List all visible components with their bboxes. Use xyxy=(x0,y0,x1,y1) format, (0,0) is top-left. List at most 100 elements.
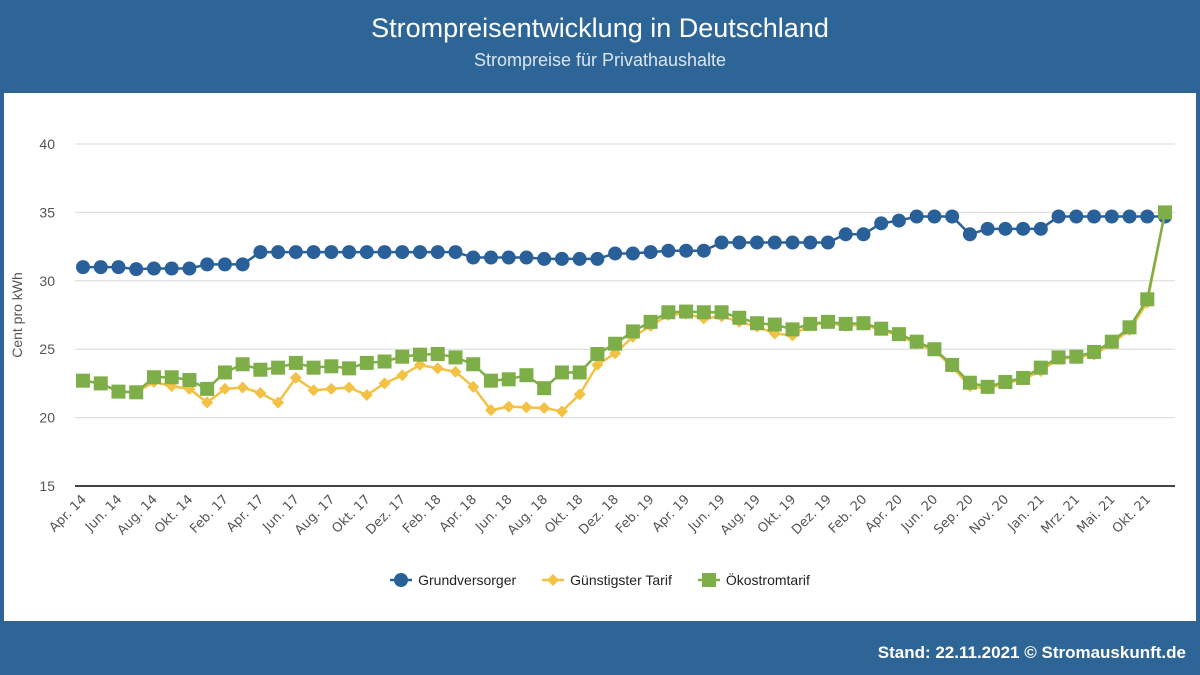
data-point xyxy=(395,349,410,364)
data-point xyxy=(467,380,480,393)
legend-marker xyxy=(394,573,409,587)
data-point xyxy=(129,385,144,400)
data-point xyxy=(750,235,765,250)
data-point xyxy=(1033,360,1048,375)
data-point xyxy=(253,245,268,260)
data-point xyxy=(608,246,623,261)
data-point xyxy=(359,245,374,260)
x-tick-label: Okt. 14 xyxy=(152,492,196,536)
data-point xyxy=(1016,370,1031,385)
data-point xyxy=(466,357,481,372)
data-point xyxy=(288,355,303,370)
data-point xyxy=(164,370,179,385)
data-point xyxy=(325,382,338,395)
data-point xyxy=(838,227,853,242)
x-tick-label: Feb. 20 xyxy=(826,492,870,536)
data-point xyxy=(146,370,161,385)
data-point xyxy=(696,305,711,320)
legend-marker xyxy=(547,574,560,586)
data-point xyxy=(714,305,729,320)
data-point xyxy=(200,257,215,272)
data-point xyxy=(484,404,497,417)
data-point xyxy=(1033,221,1048,236)
x-tick-label: Feb. 19 xyxy=(613,492,657,536)
data-point xyxy=(235,357,250,372)
data-point xyxy=(217,257,232,272)
legend-item[interactable]: Ökostromtarif xyxy=(697,572,810,588)
data-point xyxy=(785,322,800,337)
legend-marker xyxy=(701,573,716,587)
x-tick-label: Feb. 17 xyxy=(187,492,231,536)
legend-item[interactable]: Günstigster Tarif xyxy=(542,572,672,588)
legend-item[interactable]: Grundversorger xyxy=(390,572,516,588)
legend-label: Grundversorger xyxy=(418,572,517,588)
data-point xyxy=(146,261,161,276)
data-point xyxy=(1104,209,1119,224)
data-point xyxy=(306,245,321,260)
data-point xyxy=(235,257,250,272)
data-point xyxy=(537,251,552,266)
data-point xyxy=(573,388,586,401)
data-point xyxy=(288,245,303,260)
data-point xyxy=(572,251,587,266)
data-point xyxy=(307,384,320,397)
data-point xyxy=(1069,349,1084,364)
data-point xyxy=(1140,209,1155,224)
data-point xyxy=(803,235,818,250)
data-point xyxy=(537,381,552,396)
data-point xyxy=(945,357,960,372)
data-point xyxy=(891,213,906,228)
x-tick-label: Mai. 21 xyxy=(1074,492,1118,536)
data-point xyxy=(271,245,286,260)
data-point xyxy=(927,342,942,357)
data-point xyxy=(909,334,924,349)
data-point xyxy=(696,243,711,258)
data-point xyxy=(1087,344,1102,359)
y-axis-ticks: 15 20 25 30 35 40 xyxy=(39,136,55,494)
data-point xyxy=(572,365,587,380)
data-point xyxy=(201,396,214,409)
x-tick-label: Dez. 18 xyxy=(576,492,622,538)
data-point xyxy=(342,245,357,260)
data-point xyxy=(431,362,444,375)
data-point xyxy=(200,381,215,396)
data-point xyxy=(396,369,409,382)
data-point xyxy=(76,260,90,275)
x-tick-label: Dez. 17 xyxy=(363,492,409,538)
data-point xyxy=(449,365,462,378)
data-point xyxy=(359,355,374,370)
data-point xyxy=(803,316,818,331)
data-point xyxy=(1158,205,1172,220)
legend-square-icon xyxy=(697,573,720,587)
data-point xyxy=(483,373,498,388)
data-point xyxy=(732,235,747,250)
chart-title: Strompreisentwicklung in Deutschland xyxy=(371,13,829,43)
data-point xyxy=(750,316,765,331)
data-point xyxy=(76,373,90,388)
data-point xyxy=(608,336,623,351)
data-point xyxy=(554,251,569,266)
data-point xyxy=(1016,221,1031,236)
data-point xyxy=(272,396,285,409)
series-circle xyxy=(76,209,1172,277)
data-point xyxy=(1122,209,1137,224)
data-point xyxy=(324,359,339,374)
data-point xyxy=(218,382,231,395)
data-point xyxy=(767,235,782,250)
y-tick-label: 20 xyxy=(39,410,55,426)
legend-label: Günstigster Tarif xyxy=(570,572,672,588)
data-point xyxy=(1051,209,1066,224)
data-point xyxy=(555,405,568,418)
data-point xyxy=(1069,209,1084,224)
data-point xyxy=(590,251,605,266)
data-point xyxy=(253,362,268,377)
data-point xyxy=(980,221,995,236)
data-point xyxy=(502,400,515,413)
data-point xyxy=(962,375,977,390)
data-point xyxy=(306,360,321,375)
data-point xyxy=(945,209,960,224)
data-point xyxy=(820,314,835,329)
data-point xyxy=(483,250,498,265)
y-axis-label: Cent pro kWh xyxy=(9,272,25,358)
legend-diamond-icon xyxy=(542,574,565,586)
